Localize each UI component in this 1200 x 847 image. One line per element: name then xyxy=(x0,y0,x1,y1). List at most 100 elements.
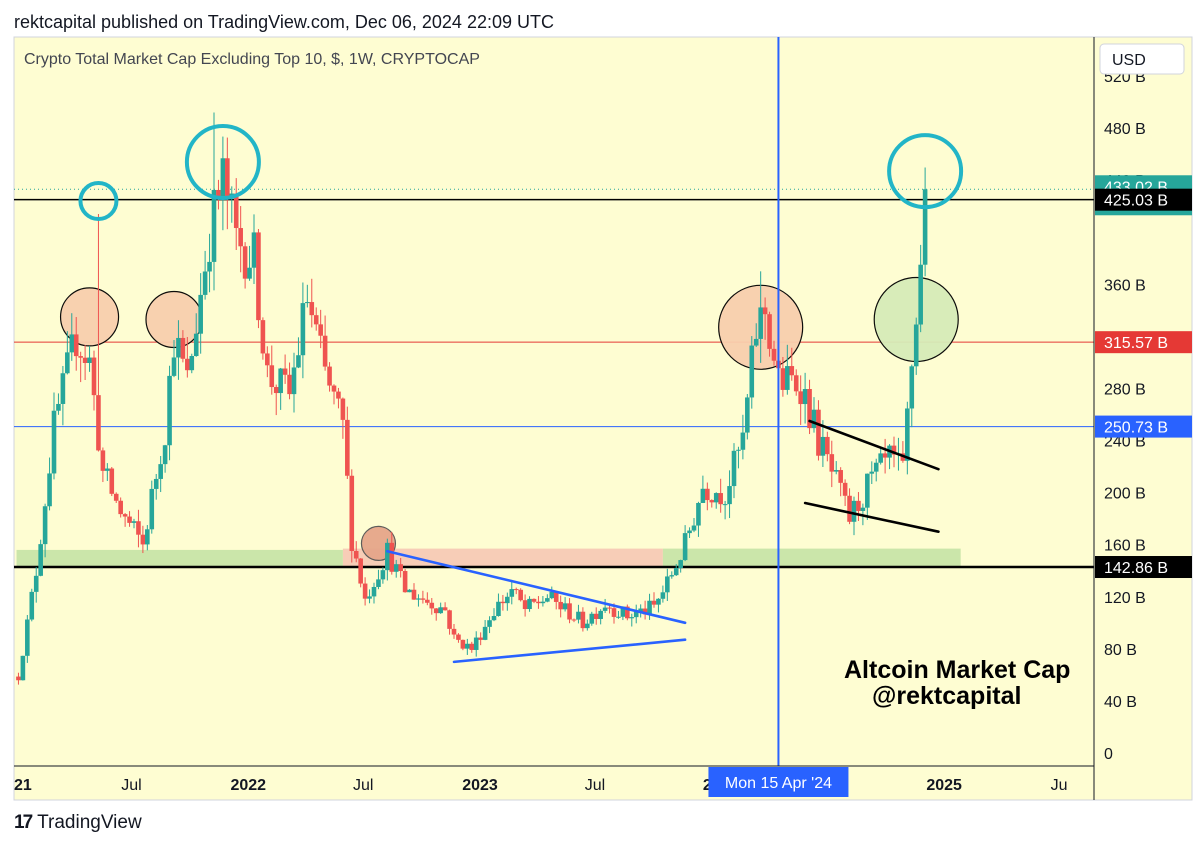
price-badge-label: 315.57 B xyxy=(1104,335,1168,352)
candle-body xyxy=(260,320,266,354)
candle-body xyxy=(745,397,750,433)
candle-body xyxy=(233,193,239,229)
candle-body xyxy=(251,232,257,268)
candle-body xyxy=(562,603,568,610)
chart-title: Crypto Total Market Cap Excluding Top 10… xyxy=(24,51,480,68)
candle-body xyxy=(171,357,177,376)
candle-body xyxy=(513,589,519,591)
candle-body xyxy=(616,616,621,618)
candle-body xyxy=(265,353,270,366)
candle-body xyxy=(300,303,306,356)
candle-body xyxy=(140,534,146,545)
candle-body xyxy=(149,488,155,530)
candle-body xyxy=(349,475,355,551)
highlight-circle xyxy=(59,287,120,347)
candle-body xyxy=(429,602,435,609)
candle-body xyxy=(193,333,199,357)
crosshair-badge-label: Mon 15 Apr '24 xyxy=(725,775,832,792)
candle-body xyxy=(91,357,97,396)
candle-body xyxy=(722,504,728,506)
candle-body xyxy=(38,544,43,576)
y-tick-label: 160 B xyxy=(1104,538,1146,555)
zones-layer xyxy=(16,548,961,567)
candle-body xyxy=(531,598,537,602)
y-tick-label: 360 B xyxy=(1104,277,1146,294)
candle-body xyxy=(331,385,337,392)
candle-body xyxy=(856,500,861,511)
candle-body xyxy=(705,488,710,501)
candle-body xyxy=(20,655,26,681)
candle-body xyxy=(865,473,870,508)
candle-body xyxy=(842,482,848,496)
candle-body xyxy=(393,564,399,572)
x-tick-label: Ju xyxy=(1051,777,1068,794)
candle-body xyxy=(491,616,497,621)
candle-body xyxy=(669,575,675,577)
candle-body xyxy=(176,337,181,358)
candle-body xyxy=(291,367,297,395)
candle-body xyxy=(247,267,252,279)
y-tick-label: 200 B xyxy=(1104,486,1146,503)
candle-body xyxy=(660,592,666,599)
candle-body xyxy=(922,189,928,265)
candle-body xyxy=(673,568,679,576)
candle-body xyxy=(465,643,470,649)
candle-body xyxy=(345,419,350,476)
candle-body xyxy=(376,579,381,587)
candle-body xyxy=(665,576,670,593)
candle-body xyxy=(798,391,803,405)
price-badge-label: 425.03 B xyxy=(1104,193,1168,210)
candle-body xyxy=(518,589,523,601)
candle-body xyxy=(318,324,323,336)
candle-body xyxy=(96,395,101,451)
candle-body xyxy=(113,493,119,501)
candle-body xyxy=(891,445,897,455)
candle-body xyxy=(727,486,732,505)
candle-body xyxy=(73,334,79,357)
candle-body xyxy=(185,358,190,371)
candle-body xyxy=(278,368,283,394)
candle-body xyxy=(905,408,910,461)
y-tick-label: 280 B xyxy=(1104,381,1146,398)
candle-body xyxy=(753,338,759,346)
candle-body xyxy=(100,450,106,471)
candle-body xyxy=(167,375,172,446)
candle-body xyxy=(469,643,475,650)
candle-body xyxy=(691,525,697,531)
candle-body xyxy=(838,470,843,483)
candle-body xyxy=(118,500,123,515)
candle-body xyxy=(642,608,648,615)
candle-body xyxy=(869,471,875,474)
candle-body xyxy=(216,189,221,200)
ring-circles-layer xyxy=(78,123,964,222)
candle-body xyxy=(78,356,83,358)
candle-body xyxy=(505,596,510,604)
candle-body xyxy=(625,606,630,619)
candle-body xyxy=(789,366,795,376)
candle-body xyxy=(611,608,617,617)
trendlines-layer xyxy=(386,419,940,664)
tradingview-footer[interactable]: 17 TradingView xyxy=(14,812,142,834)
candle-body xyxy=(749,345,755,398)
currency-button[interactable] xyxy=(1099,43,1185,75)
candle-body xyxy=(829,454,835,472)
peak-circle xyxy=(184,123,261,200)
candle-body xyxy=(313,315,319,325)
price-badge-label: 142.86 B xyxy=(1104,560,1168,577)
candle-body xyxy=(242,246,248,279)
candle-body xyxy=(687,530,692,534)
candle-body xyxy=(47,473,52,507)
y-axis-ticks: 0 40 B 80 B 120 B 160 B 200 B 240 B 280 B 360 B 4… xyxy=(1104,69,1146,763)
tradingview-brand-label: TradingView xyxy=(37,812,142,833)
candle-body xyxy=(802,389,808,405)
candle-body xyxy=(807,389,812,429)
candle-body xyxy=(380,570,386,580)
candle-body xyxy=(256,232,261,321)
candle-body xyxy=(918,264,923,325)
candle-body xyxy=(576,611,581,620)
candle-body xyxy=(16,676,21,681)
candle-body xyxy=(367,596,372,599)
candle-body xyxy=(225,158,230,199)
